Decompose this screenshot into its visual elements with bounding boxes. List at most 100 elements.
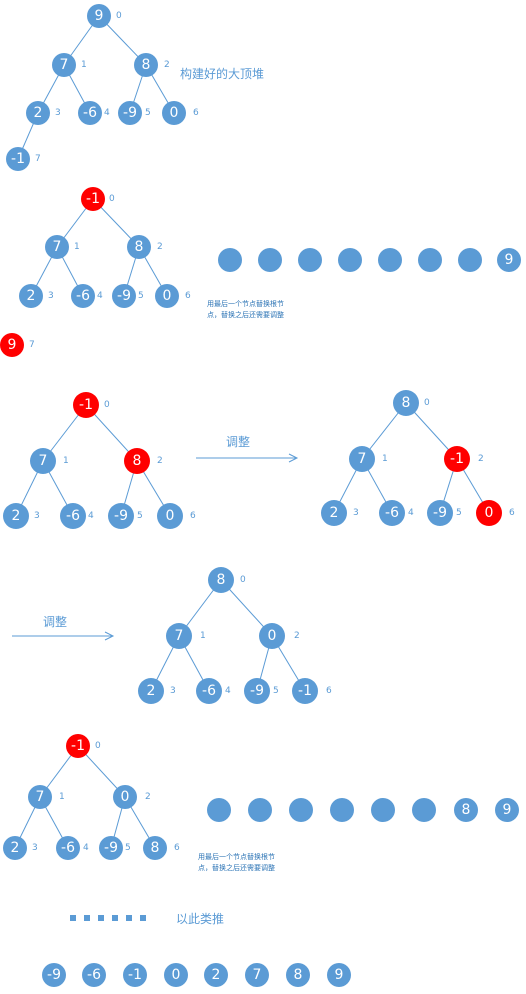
heap5-node-5-index: 5 [125, 843, 131, 853]
heap1-node-0: 9 0 [87, 4, 122, 28]
heap1-node-7: -1 7 [6, 147, 41, 171]
heap2-node-0-value: -1 [86, 191, 100, 207]
heap3a-node-0-value: -1 [79, 397, 93, 413]
heap3b-node-0-value: 8 [402, 395, 411, 411]
sorted-cell-2: -1 [123, 963, 147, 987]
heap1-node-7-index: 7 [35, 154, 41, 164]
heap5-node-6-index: 6 [174, 843, 180, 853]
heap5-array-cell-7: 9 [495, 798, 519, 822]
heap3b-node-5-index: 5 [456, 508, 462, 518]
heap1-node-3-index: 3 [55, 108, 61, 118]
svg-text:-9: -9 [47, 967, 61, 983]
heap3a-node-6-index: 6 [190, 511, 196, 521]
heap5-array-cell-2 [289, 798, 313, 822]
heap3a-node-1: 7 1 [30, 448, 69, 474]
heap1-node-1: 7 1 [52, 53, 87, 77]
heap3a-node-4-value: -6 [66, 508, 80, 524]
heap5-node-2: 0 2 [113, 785, 151, 809]
heap5-array: 8 9 [207, 798, 519, 822]
heap1-node-6: 0 6 [162, 101, 199, 125]
sorted-cell-0: -9 [42, 963, 66, 987]
heap2-node-7-index: 7 [29, 340, 35, 350]
heap4-node-5: -9 5 [244, 678, 279, 704]
heap4-node-0: 8 0 [208, 567, 246, 593]
heap2-node-2: 8 2 [127, 235, 163, 259]
heap2-node-6-value: 0 [163, 288, 172, 304]
heap3b-node-2-value: -1 [450, 451, 464, 467]
heap4-node-2: 0 2 [259, 623, 300, 649]
heap2-node-7: 9 7 [0, 333, 35, 357]
heap3a-node-1-value: 7 [39, 453, 48, 469]
heap5-node-3-value: 2 [11, 840, 20, 856]
svg-text:-6: -6 [87, 967, 101, 983]
heap2-node-5-value: -9 [117, 288, 131, 304]
heap3a-node-1-index: 1 [63, 456, 69, 466]
heap4-node-0-value: 8 [217, 572, 226, 588]
heap2-array-cell-2 [298, 248, 322, 272]
heap4-node-6: -1 6 [292, 678, 332, 704]
heap5-node-2-index: 2 [145, 792, 151, 802]
heap3b-node-1: 7 1 [349, 446, 388, 472]
heap3a-node-6-value: 0 [166, 508, 175, 524]
heap4-node-1-value: 7 [175, 628, 184, 644]
heap5-node-4: -6 4 [56, 836, 89, 860]
heap2-array-cell-5 [418, 248, 442, 272]
heap2-node-1-index: 1 [74, 242, 80, 252]
adjust-label-1: 调整 [226, 434, 250, 449]
heap5-node-4-value: -6 [61, 840, 75, 856]
heap2-node-1-value: 7 [53, 239, 62, 255]
heap1-node-5-index: 5 [145, 108, 151, 118]
heap1-node-2-value: 8 [142, 57, 151, 73]
heap3a-node-4-index: 4 [88, 511, 94, 521]
heap5-array-cell-3 [330, 798, 354, 822]
heap4-node-6-value: -1 [298, 683, 312, 699]
heap2-array-cell-0 [218, 248, 242, 272]
heap2-node-0: -1 0 [81, 187, 115, 211]
sorted-cell-3: 0 [164, 963, 188, 987]
heap3b-node-3-index: 3 [353, 508, 359, 518]
heap1-node-7-value: -1 [11, 151, 25, 167]
sorted-cell-6: 8 [286, 963, 310, 987]
heap5-note-line2: 点，替换之后还需要调整 [198, 863, 275, 872]
heap2-array: 9 [218, 248, 521, 272]
heap3a-node-2: 8 2 [124, 448, 163, 474]
heap3a-node-2-index: 2 [157, 456, 163, 466]
heap5-node-1-index: 1 [59, 792, 65, 802]
heap2-node-0-index: 0 [109, 194, 115, 204]
heap1-node-2-index: 2 [164, 60, 170, 70]
heap1-node-4: -6 4 [78, 101, 110, 125]
heap3a-node-5-index: 5 [137, 511, 143, 521]
heap2-array-cell-4 [378, 248, 402, 272]
svg-text:8: 8 [462, 802, 471, 818]
heap4-node-1: 7 1 [166, 623, 206, 649]
svg-text:0: 0 [172, 967, 181, 983]
heap2-node-4-index: 4 [97, 291, 103, 301]
heap2-node-4-value: -6 [76, 288, 90, 304]
heap4-node-3-value: 2 [147, 683, 156, 699]
heap2-node-1: 7 1 [45, 235, 80, 259]
heap2-node-2-value: 8 [135, 239, 144, 255]
heap3b-node-1-value: 7 [358, 451, 367, 467]
heap2-array-cell-1 [258, 248, 282, 272]
heap5-node-0-index: 0 [95, 741, 101, 751]
heap1-node-4-index: 4 [104, 108, 110, 118]
heap3a-node-6: 0 6 [157, 503, 196, 529]
heap3a-node-0: -1 0 [73, 392, 110, 418]
heap2-node-5-index: 5 [138, 291, 144, 301]
heap3b-node-3-value: 2 [330, 505, 339, 521]
heap5-array-cell-0 [207, 798, 231, 822]
heap1-node-2: 8 2 [134, 53, 170, 77]
heap4-node-0-index: 0 [240, 575, 246, 585]
heap3b-node-4: -6 4 [379, 500, 414, 526]
heap5-node-5: -9 5 [99, 836, 131, 860]
heap5-node-3: 2 3 [3, 836, 38, 860]
svg-text:9: 9 [505, 252, 514, 268]
ellipsis-squares [70, 915, 146, 921]
heap2-node-7-value: 9 [8, 337, 17, 353]
heap2-node-5: -9 5 [112, 284, 144, 308]
heap5-node-3-index: 3 [32, 843, 38, 853]
heap3b-node-4-value: -6 [385, 505, 399, 521]
heap5-node-6-value: 8 [151, 840, 160, 856]
heap3a-node-4: -6 4 [60, 503, 94, 529]
heap1-node-5: -9 5 [118, 101, 151, 125]
